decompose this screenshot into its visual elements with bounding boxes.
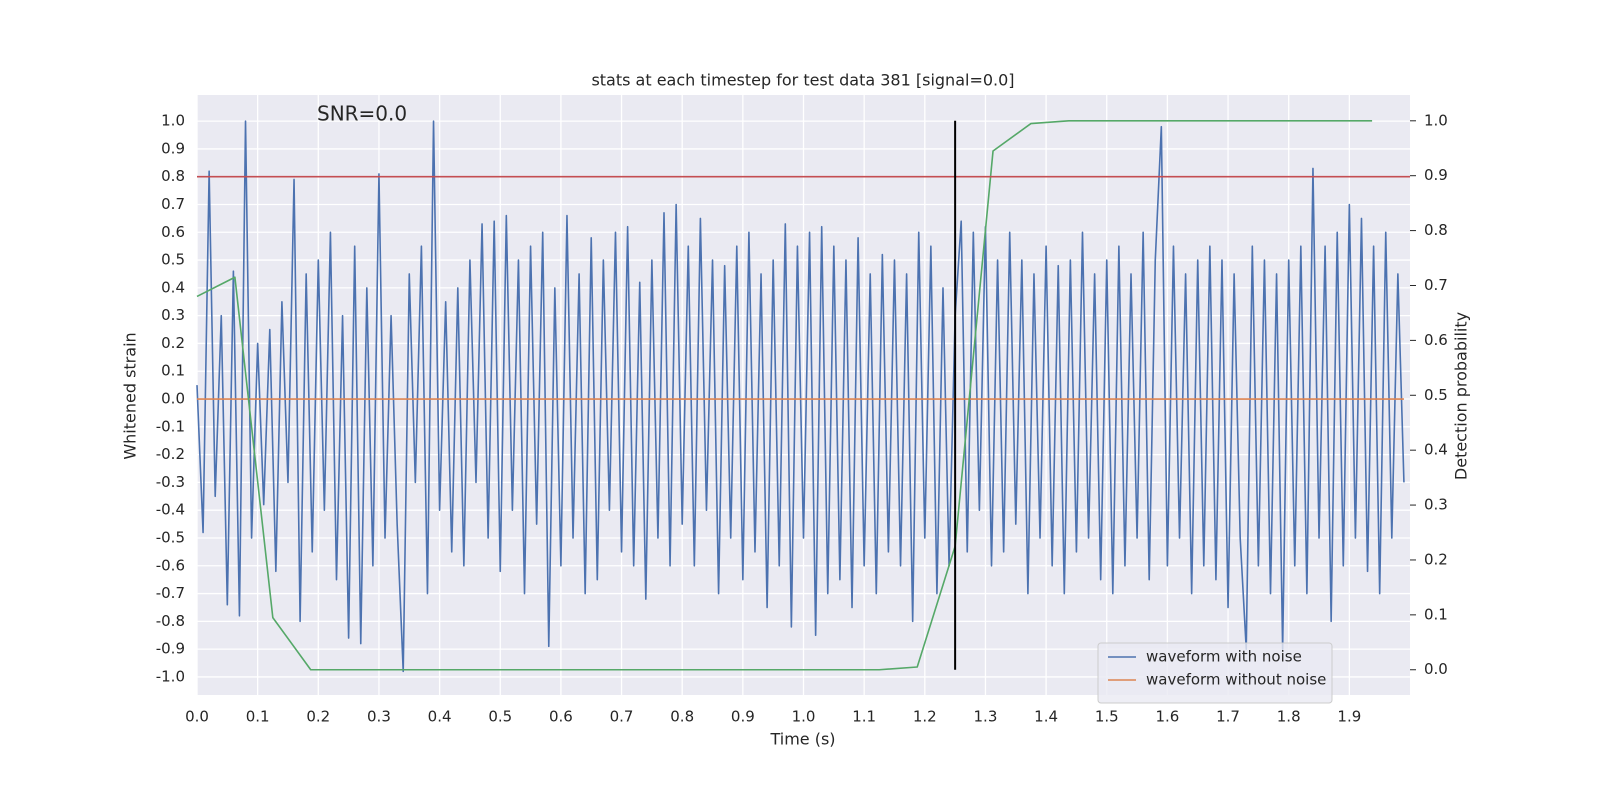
y-axis-label: Whitened strain (121, 332, 140, 459)
y-tick-label: -0.3 (156, 473, 185, 491)
x-tick-label: 0.2 (306, 708, 330, 726)
y-tick-label: 0.2 (161, 334, 185, 352)
x-tick-label: 1.0 (792, 708, 816, 726)
y-tick-label: -0.8 (156, 612, 185, 630)
y2-tick-label: 0.8 (1424, 221, 1448, 239)
y-tick-label: -0.9 (156, 640, 185, 658)
x-tick-label: 1.4 (1034, 708, 1058, 726)
y-tick-label: 0.6 (161, 223, 185, 241)
legend-box (1097, 642, 1333, 704)
x-tick-label: 0.8 (670, 708, 694, 726)
legend: waveform with noise waveform without nois… (1097, 642, 1333, 704)
y2-tick-label: 0.6 (1424, 331, 1448, 349)
y-tick-label: 0.9 (161, 139, 185, 157)
y2-tick-label: 0.4 (1424, 441, 1448, 459)
chart-title: stats at each timestep for test data 381… (591, 71, 1014, 90)
x-tick-label: 0.4 (428, 708, 452, 726)
y-tick-label: -0.4 (156, 501, 185, 519)
x-tick-label: 1.5 (1095, 708, 1119, 726)
y-tick-label: 0.4 (161, 278, 185, 296)
x-tick-label: 0.1 (246, 708, 270, 726)
y-tick-label: 0.7 (161, 195, 185, 213)
y-tick-label: 0.3 (161, 306, 185, 324)
y-tick-label: -0.1 (156, 417, 185, 435)
y2-tick-label: 1.0 (1424, 111, 1448, 129)
series-line (196, 120, 1405, 673)
x-tick-label: 0.0 (185, 708, 209, 726)
legend-label: waveform without noise (1146, 671, 1326, 689)
x-tick-label: 0.3 (367, 708, 391, 726)
x-axis-label: Time (s) (769, 730, 835, 749)
y-tick-label: 1.0 (161, 112, 185, 130)
x-tick-label: 1.1 (852, 708, 876, 726)
x-tick-label: 0.6 (549, 708, 573, 726)
x-tick-label: 1.9 (1337, 708, 1361, 726)
x-tick-label: 0.7 (610, 708, 634, 726)
x-tick-label: 1.6 (1155, 708, 1179, 726)
y2-tick-label: 0.5 (1424, 386, 1448, 404)
x-tick-label: 1.8 (1277, 708, 1301, 726)
x-tick-label: 1.2 (913, 708, 937, 726)
y2-tick-label: 0.1 (1424, 605, 1448, 623)
y-tick-label: -0.2 (156, 445, 185, 463)
y-tick-label: -0.5 (156, 528, 185, 546)
x-tick-label: 0.9 (731, 708, 755, 726)
x-tick-label: 1.7 (1216, 708, 1240, 726)
y2-axis-label: Detection probability (1452, 312, 1471, 480)
y-tick-label: 0.0 (161, 390, 185, 408)
x-tick-label: 0.5 (488, 708, 512, 726)
y2-tick-label: 0.7 (1424, 276, 1448, 294)
y-tick-label: -0.7 (156, 584, 185, 602)
y2-tick-label: 0.0 (1424, 660, 1448, 678)
y-tick-label: 0.5 (161, 251, 185, 269)
y2-tick-label: 0.2 (1424, 550, 1448, 568)
y-tick-label: -0.6 (156, 556, 185, 574)
y2-tick-label: 0.9 (1424, 166, 1448, 184)
x-tick-label: 1.3 (974, 708, 998, 726)
series-line (196, 120, 1373, 671)
annotation: SNR=0.0 (317, 102, 407, 126)
y-tick-label: 0.8 (161, 167, 185, 185)
y-tick-label: 0.1 (161, 362, 185, 380)
y-tick-label: -1.0 (156, 667, 185, 685)
y2-tick-label: 0.3 (1424, 496, 1448, 514)
legend-label: waveform with noise (1146, 648, 1302, 666)
